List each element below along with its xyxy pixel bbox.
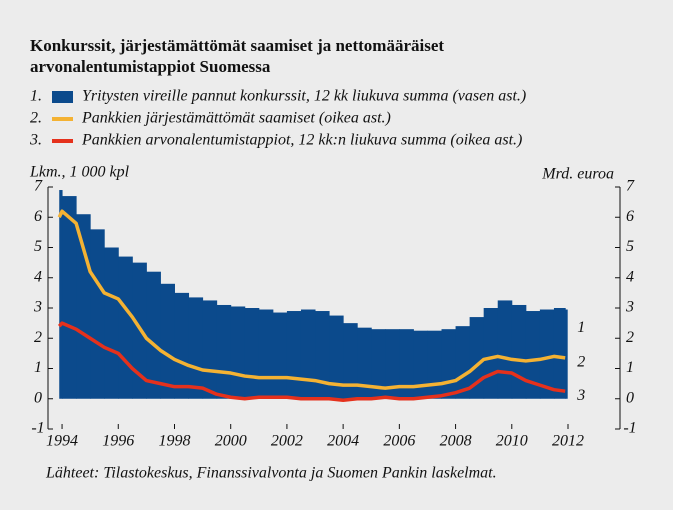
chart-title: Konkurssit, järjestämättömät saamiset ja…	[30, 36, 444, 55]
bar	[511, 304, 527, 399]
chart-title: arvonalentumistappiot Suomessa	[30, 57, 271, 76]
legend-label: Pankkien järjestämättömät saamiset (oike…	[81, 110, 391, 127]
legend-label: Pankkien arvonalentumistappiot, 12 kk:n …	[81, 132, 522, 149]
x-tick-label: 1998	[158, 433, 190, 450]
source: Lähteet: Tilastokeskus, Finanssivalvonta…	[45, 465, 497, 482]
bar	[565, 309, 568, 399]
y-tick-label: 4	[34, 268, 42, 285]
bar	[286, 311, 302, 399]
y2-tick-label: 5	[626, 238, 634, 255]
series-end-label: 2	[577, 354, 585, 371]
x-tick-label: 2002	[271, 433, 303, 450]
bar	[216, 304, 232, 399]
legend-number: 1.	[30, 88, 42, 105]
bar	[525, 311, 541, 399]
bar	[357, 327, 372, 399]
bar	[427, 330, 443, 399]
x-tick-label: 1994	[46, 433, 78, 450]
y-tick-label: 5	[34, 238, 42, 255]
bar	[553, 308, 566, 399]
y2-tick-label: 4	[626, 268, 634, 285]
line	[57, 321, 566, 403]
series-end-label: 1	[577, 319, 585, 336]
y2-tick-label: 6	[626, 208, 634, 225]
y2-tick-label: 3	[625, 299, 634, 316]
bar	[174, 292, 190, 399]
y-tick-label: 1	[34, 359, 42, 376]
bar	[315, 311, 330, 399]
y-tick-label: 3	[33, 299, 42, 316]
bar	[539, 309, 555, 399]
y-tick-label: 2	[34, 329, 42, 346]
bar	[160, 283, 175, 399]
bar	[272, 312, 288, 399]
series-end-label: 3	[576, 387, 585, 404]
bar	[76, 214, 91, 399]
bar	[202, 300, 218, 399]
y-tick-label: 0	[34, 389, 42, 406]
bar	[413, 330, 428, 399]
legend-number: 3.	[29, 132, 42, 149]
y2-axis-label: Mrd. euroa	[541, 166, 614, 183]
bar	[329, 315, 344, 399]
bar	[371, 329, 386, 399]
bar	[244, 308, 260, 399]
bar	[343, 323, 358, 399]
legend-swatch	[52, 91, 73, 103]
legend-number: 2.	[30, 110, 42, 127]
legend-label: Yritysten vireille pannut konkurssit, 12…	[82, 88, 526, 105]
x-tick-label: 2000	[215, 433, 247, 450]
bar	[483, 308, 499, 399]
y-axis-label: Lkm., 1 000 kpl	[29, 164, 130, 181]
bar	[258, 309, 274, 399]
bar	[441, 329, 457, 399]
bar	[62, 196, 77, 399]
x-tick-label: 1996	[102, 433, 134, 450]
x-tick-label: 2006	[383, 433, 415, 450]
bar	[104, 247, 119, 399]
y2-tick-label: -1	[623, 420, 636, 437]
bar	[118, 256, 133, 399]
x-tick-label: 2008	[440, 433, 472, 450]
bar	[230, 306, 246, 399]
line	[57, 209, 566, 390]
y2-tick-label: 0	[626, 389, 634, 406]
y-tick-label: -1	[31, 420, 44, 437]
y2-tick-label: 2	[626, 329, 634, 346]
bar	[59, 190, 63, 399]
y-tick-label: 6	[34, 208, 42, 225]
bar	[399, 329, 414, 399]
x-tick-label: 2012	[552, 433, 584, 450]
x-tick-label: 2004	[327, 433, 359, 450]
bar	[455, 326, 471, 399]
y-tick-label: 7	[34, 178, 43, 195]
bar	[300, 309, 316, 399]
bar	[90, 229, 105, 399]
bar	[385, 329, 400, 399]
y2-tick-label: 7	[626, 178, 635, 195]
bar	[497, 300, 513, 399]
bar	[188, 297, 204, 399]
bar	[146, 271, 161, 399]
y2-tick-label: 1	[626, 359, 634, 376]
x-tick-label: 2010	[496, 433, 528, 450]
